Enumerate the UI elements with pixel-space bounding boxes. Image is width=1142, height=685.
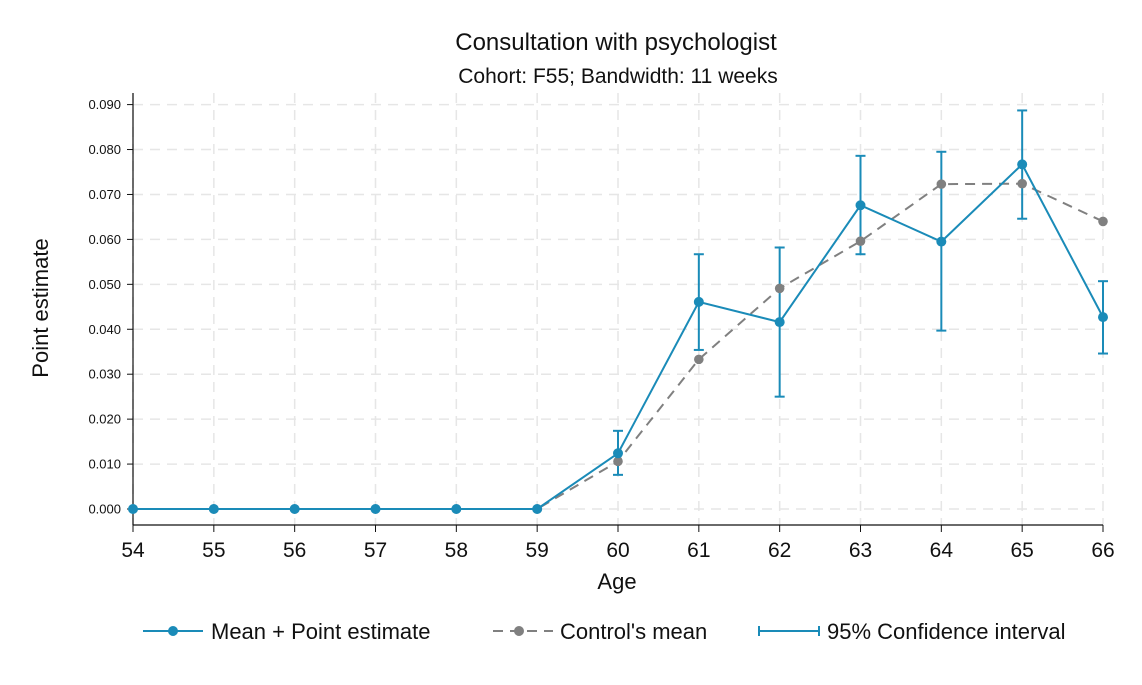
chart-title: Consultation with psychologist xyxy=(455,29,777,56)
legend: Mean + Point estimate Control's mean 95%… xyxy=(143,619,1065,644)
y-tick-label: 0.010 xyxy=(88,457,121,472)
legend-mean-marker xyxy=(168,626,178,636)
point-mean-point-estimate xyxy=(128,504,138,514)
point-control-mean xyxy=(613,456,623,467)
x-tick-label: 63 xyxy=(849,539,872,562)
legend-item-mean: Mean + Point estimate xyxy=(143,619,431,644)
y-axis-label: Point estimate xyxy=(28,238,53,377)
x-axis-ticks: 54 55 56 57 58 59 60 61 62 63 64 65 66 xyxy=(121,525,1115,562)
point-mean-point-estimate xyxy=(208,504,219,514)
legend-control-label: Control's mean xyxy=(560,619,707,644)
x-tick-label: 66 xyxy=(1091,539,1114,562)
point-control-mean xyxy=(936,179,947,189)
y-tick-label: 0.020 xyxy=(88,412,121,427)
legend-item-control: Control's mean xyxy=(493,619,707,644)
x-tick-label: 56 xyxy=(283,539,306,562)
point-mean-point-estimate xyxy=(451,504,462,514)
x-tick-label: 62 xyxy=(768,539,791,562)
point-mean-point-estimate xyxy=(855,200,866,211)
series xyxy=(128,109,1108,514)
point-mean-point-estimate xyxy=(289,504,300,514)
point-mean-point-estimate xyxy=(370,504,381,514)
x-tick-label: 54 xyxy=(121,539,145,562)
point-control-mean xyxy=(855,236,866,246)
x-tick-label: 55 xyxy=(202,539,225,562)
y-tick-label: 0.080 xyxy=(88,142,121,157)
point-mean-point-estimate xyxy=(532,504,543,514)
x-tick-label: 57 xyxy=(364,539,387,562)
x-tick-label: 61 xyxy=(687,539,710,562)
legend-control-marker xyxy=(514,626,524,636)
legend-item-ci: 95% Confidence interval xyxy=(758,619,1065,644)
point-mean-point-estimate xyxy=(1098,312,1108,323)
chart-subtitle: Cohort: F55; Bandwidth: 11 weeks xyxy=(458,65,777,88)
point-mean-point-estimate xyxy=(774,317,785,328)
x-tick-label: 59 xyxy=(525,539,548,562)
x-tick-label: 64 xyxy=(930,539,954,562)
x-tick-label: 58 xyxy=(445,539,468,562)
point-control-mean xyxy=(1098,216,1108,227)
point-mean-point-estimate xyxy=(693,296,704,307)
x-tick-label: 65 xyxy=(1010,539,1033,562)
y-tick-label: 0.070 xyxy=(88,187,121,202)
point-control-mean xyxy=(694,354,704,365)
point-mean-point-estimate xyxy=(613,448,623,459)
y-tick-label: 0.090 xyxy=(88,97,121,112)
y-tick-label: 0.060 xyxy=(88,232,121,247)
point-control-mean xyxy=(1017,178,1027,189)
legend-mean-label: Mean + Point estimate xyxy=(211,619,431,644)
x-axis-label: Age xyxy=(597,569,636,594)
point-control-mean xyxy=(774,283,785,294)
y-axis-ticks: 0.000 0.010 0.020 0.030 0.040 0.050 0.060 0.070… xyxy=(88,97,133,517)
y-tick-label: 0.040 xyxy=(88,322,121,337)
point-mean-point-estimate xyxy=(936,236,947,247)
y-tick-label: 0.000 xyxy=(88,502,121,517)
x-tick-label: 60 xyxy=(606,539,629,562)
y-tick-label: 0.030 xyxy=(88,367,121,382)
y-tick-label: 0.050 xyxy=(88,277,121,292)
point-mean-point-estimate xyxy=(1017,159,1028,170)
legend-ci-label: 95% Confidence interval xyxy=(827,619,1065,644)
